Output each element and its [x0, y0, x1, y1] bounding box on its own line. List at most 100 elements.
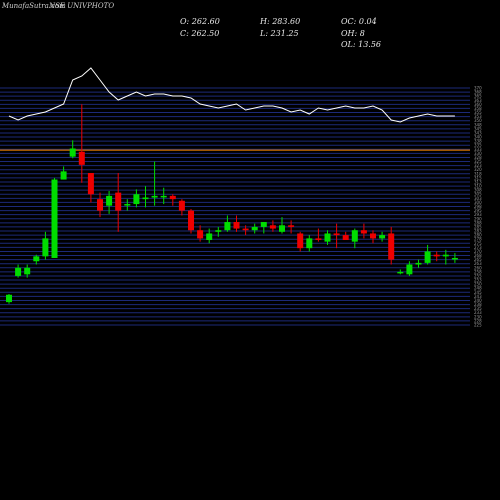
y-tick-label: 300 [474, 200, 482, 205]
candle-body [106, 195, 113, 206]
candle-body [160, 195, 167, 198]
candle-body [424, 251, 431, 263]
y-tick-label: 343 [474, 130, 482, 135]
y-tick-label: 320 [474, 167, 482, 172]
y-tick-label: 295 [474, 208, 482, 213]
candle-body [197, 230, 204, 239]
y-tick-label: 230 [474, 314, 482, 319]
candle-body [97, 199, 103, 211]
candle-body [370, 233, 376, 239]
candle-body [233, 222, 240, 229]
y-tick-label: 360 [474, 102, 482, 107]
y-tick-label: 233 [474, 310, 482, 315]
candle-body [260, 222, 267, 227]
candle-body [24, 267, 31, 275]
y-tick-label: 235 [474, 306, 482, 311]
y-tick-label: 368 [474, 90, 482, 95]
y-tick-label: 228 [474, 318, 482, 323]
candle-body [306, 238, 313, 249]
y-tick-label: 260 [474, 265, 482, 270]
y-tick-label: 288 [474, 220, 482, 225]
candle-body [351, 230, 358, 242]
candle-body [269, 225, 276, 229]
y-tick-label: 323 [474, 163, 482, 168]
y-tick-label: 303 [474, 196, 482, 201]
candle-body [224, 222, 231, 231]
y-tick-label: 370 [474, 86, 482, 91]
y-tick-label: 250 [474, 282, 482, 287]
y-tick-label: 350 [474, 118, 482, 123]
candle-body [115, 192, 122, 211]
candle-body [78, 151, 85, 165]
candle-body [251, 226, 258, 231]
chart-title: NSE UNIVPHOTO [48, 2, 114, 10]
y-tick-label: 328 [474, 155, 482, 160]
candle-body [142, 197, 149, 200]
candle-body [60, 171, 67, 180]
y-tick-label: 305 [474, 192, 482, 197]
y-tick-label: 330 [474, 151, 482, 156]
candle-body [333, 233, 340, 236]
candle-body [242, 228, 249, 231]
y-tick-label: 258 [474, 269, 482, 274]
candle-body [442, 254, 449, 257]
candle-body [315, 238, 322, 241]
y-tick-label: 363 [474, 98, 482, 103]
stat-open: O: 262.60 [180, 17, 220, 26]
candle-body [406, 264, 413, 275]
y-tick-label: 240 [474, 298, 482, 303]
y-tick-label: 245 [474, 290, 482, 295]
y-tick-label: 315 [474, 175, 482, 180]
stat-low: L: 231.25 [259, 29, 299, 38]
y-tick-label: 318 [474, 171, 482, 176]
watermark-label: MunafaSutra.com [1, 2, 66, 10]
candle-body [388, 233, 395, 260]
candle-body [33, 256, 40, 262]
candle-body [6, 294, 12, 303]
candle-body [42, 238, 49, 257]
candle-body [360, 230, 367, 234]
y-tick-label: 268 [474, 253, 482, 258]
candle-body [51, 179, 58, 258]
y-tick-label: 345 [474, 126, 482, 131]
y-tick-label: 335 [474, 143, 482, 148]
y-tick-label: 310 [474, 184, 482, 189]
candle-body [133, 194, 140, 205]
y-tick-label: 348 [474, 122, 482, 127]
y-tick-label: 265 [474, 257, 482, 262]
candle-body [288, 225, 295, 227]
y-tick-label: 358 [474, 106, 482, 111]
candle-body [87, 172, 94, 195]
y-tick-label: 313 [474, 179, 482, 184]
y-tick-label: 280 [474, 233, 482, 238]
stat-close: C: 262.50 [180, 29, 219, 38]
candles-group [6, 104, 458, 304]
y-tick-label: 253 [474, 278, 482, 283]
y-tick-label: 270 [474, 249, 482, 254]
stat-high: H: 283.60 [259, 17, 300, 26]
y-tick-label: 275 [474, 241, 482, 246]
y-tick-label: 255 [474, 273, 482, 278]
candle-body [297, 233, 304, 249]
y-tick-label: 273 [474, 245, 482, 250]
candle-body [69, 148, 76, 157]
y-axis-ticks: 2252282302332352382402432452482502532552… [474, 86, 482, 328]
y-tick-label: 355 [474, 110, 482, 115]
indicator-line [8, 67, 455, 123]
candle-body [215, 230, 222, 232]
y-tick-label: 243 [474, 294, 482, 299]
y-tick-label: 325 [474, 159, 482, 164]
y-tick-label: 333 [474, 147, 482, 152]
y-tick-label: 238 [474, 302, 482, 307]
stat-oh: OH: 8 [341, 29, 365, 38]
y-tick-label: 298 [474, 204, 482, 209]
y-tick-label: 283 [474, 229, 482, 234]
y-tick-label: 293 [474, 212, 482, 217]
y-tick-label: 340 [474, 135, 482, 140]
candle-body [151, 195, 158, 198]
y-tick-label: 353 [474, 114, 482, 119]
y-tick-label: 338 [474, 139, 482, 144]
candle-body [342, 235, 349, 241]
y-tick-label: 225 [474, 323, 482, 328]
